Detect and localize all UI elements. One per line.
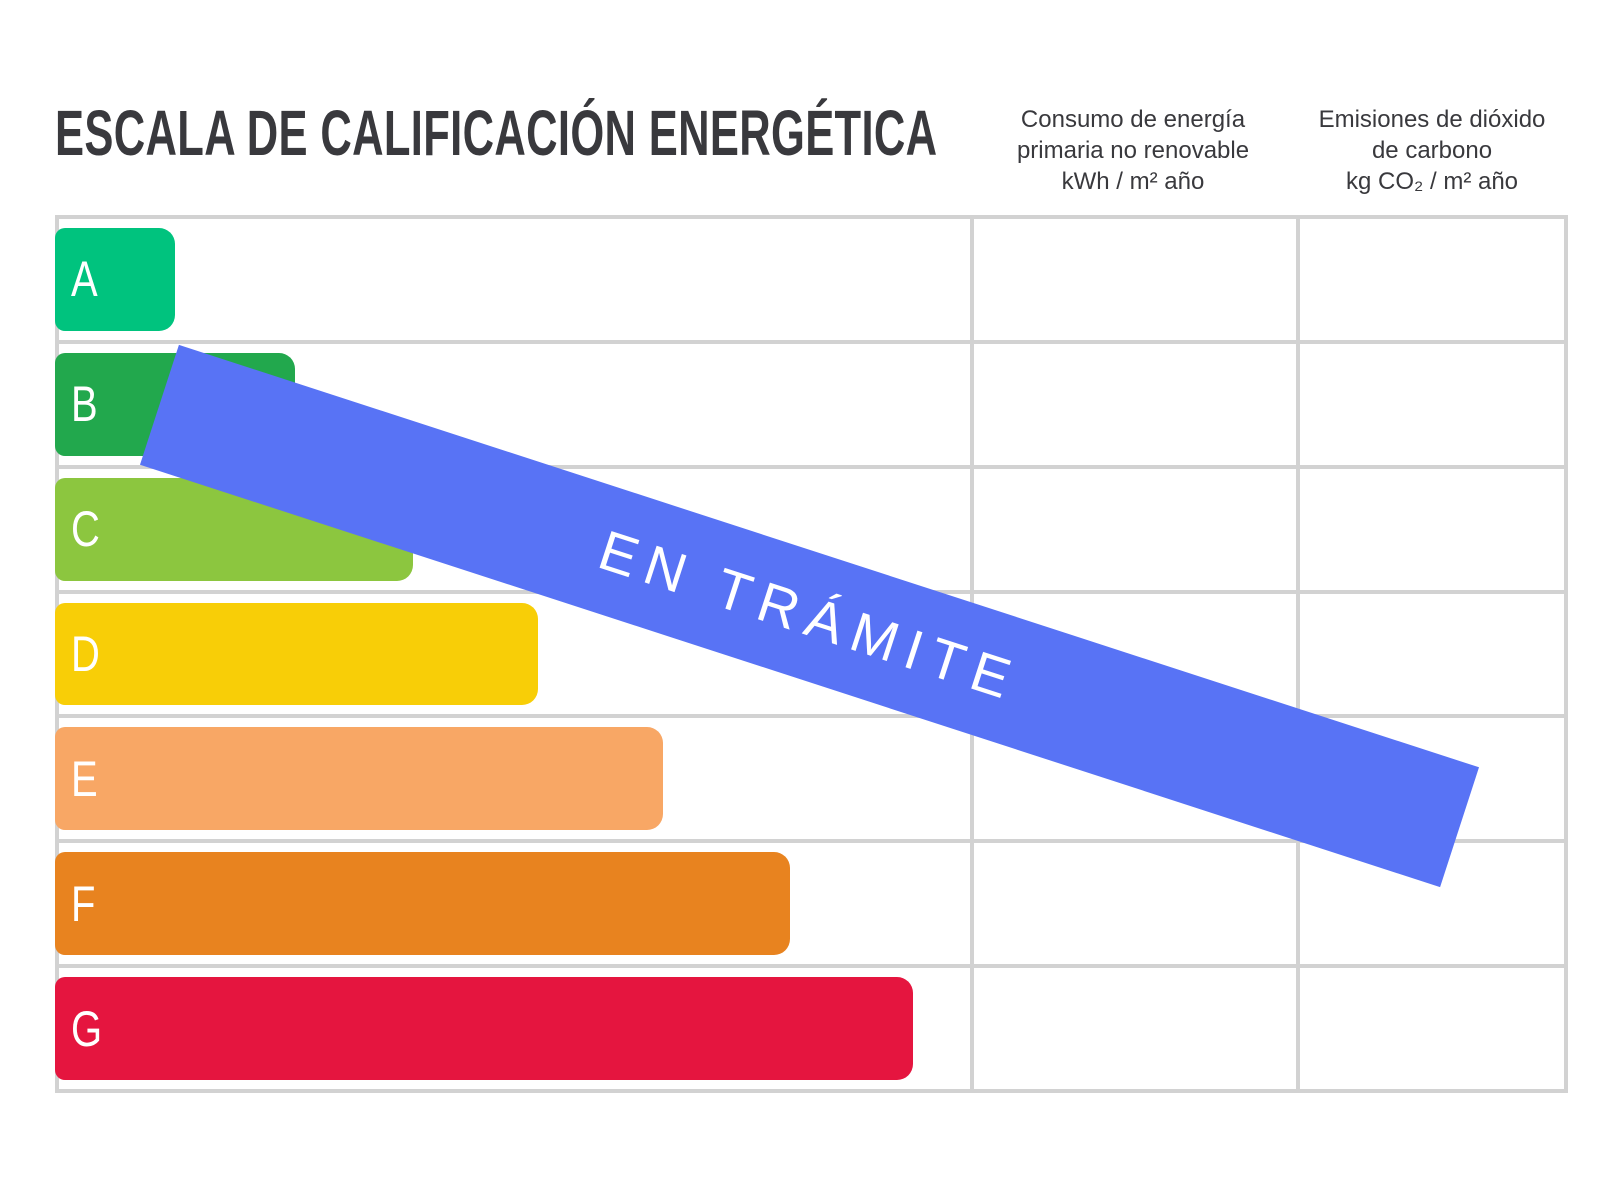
emisiones-cell-c	[1300, 469, 1564, 590]
column-header-consumo: Consumo de energía primaria no renovable…	[973, 104, 1293, 197]
rating-letter-g: G	[71, 1000, 103, 1057]
rating-bar-f: F	[55, 852, 790, 956]
emisiones-header-line-3: kg CO₂ / m² año	[1345, 168, 1519, 195]
rating-letter-f: F	[71, 875, 96, 932]
rating-letter-c: C	[71, 501, 100, 558]
page-title: ESCALA DE CALIFICACIÓN ENERGÉTICA	[55, 97, 938, 169]
consumo-header-line-2: primaria no renovable	[1016, 137, 1250, 164]
consumo-header-line-1: Consumo de energía	[1020, 106, 1246, 133]
emisiones-cell-a	[1300, 219, 1564, 340]
emisiones-cell-b	[1300, 344, 1564, 465]
consumo-cell-a	[974, 219, 1296, 340]
rating-bar-d: D	[55, 602, 538, 706]
rating-letter-a: A	[71, 251, 98, 308]
consumo-cell-f	[974, 843, 1296, 964]
emisiones-header-line-1: Emisiones de dióxido	[1318, 106, 1546, 133]
rating-bar-g: G	[55, 977, 913, 1081]
consumo-cell-b	[974, 344, 1296, 465]
rating-row-a: A	[55, 219, 1564, 344]
emisiones-cell-d	[1300, 594, 1564, 715]
rating-row-f: F	[55, 843, 1564, 969]
column-divider-emisiones	[1296, 219, 1300, 1089]
rating-bar-a: A	[55, 228, 175, 331]
rating-letter-e: E	[71, 750, 98, 807]
emisiones-cell-g	[1300, 968, 1564, 1089]
consumo-cell-c	[974, 469, 1296, 590]
rating-letter-b: B	[71, 376, 98, 433]
rating-bar-e: E	[55, 727, 663, 831]
emisiones-header-line-2: de carbono	[1371, 137, 1493, 164]
consumo-header-line-3: kWh / m² año	[1061, 168, 1205, 195]
rating-row-d: D	[55, 594, 1564, 719]
rating-row-g: G	[55, 968, 1564, 1089]
rating-letter-d: D	[71, 626, 100, 682]
column-header-emisiones: Emisiones de dióxido de carbono kg CO₂ /…	[1280, 104, 1584, 197]
rating-row-e: E	[55, 718, 1564, 844]
consumo-cell-g	[974, 968, 1296, 1089]
